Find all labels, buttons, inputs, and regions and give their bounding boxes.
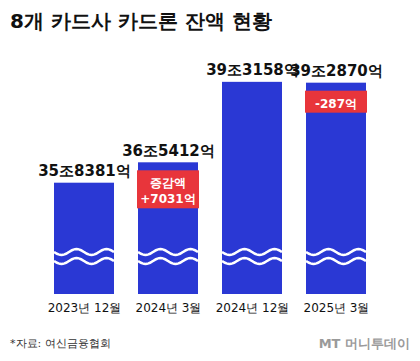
svg-text:2023년 12월: 2023년 12월 bbox=[48, 301, 122, 315]
svg-text:2025년 3월: 2025년 3월 bbox=[304, 301, 370, 315]
svg-text:증감액: 증감액 bbox=[150, 176, 186, 190]
html-text:8개 카드사 카드론 잔액 현황: 8개 카드사 카드론 잔액 현황 bbox=[10, 9, 272, 33]
svg-text:-287억: -287억 bbox=[315, 97, 357, 111]
svg-text:2024년 12월: 2024년 12월 bbox=[216, 301, 290, 315]
svg-text:36조5412억: 36조5412억 bbox=[122, 142, 215, 160]
html-text:MT 머니투데이: MT 머니투데이 bbox=[318, 335, 410, 351]
svg-text:39조2870억: 39조2870억 bbox=[290, 62, 383, 80]
svg-text:35조8381억: 35조8381억 bbox=[38, 162, 131, 180]
html-text:*자료: 여신금융협회: *자료: 여신금융협회 bbox=[10, 337, 111, 350]
svg-text:39조3158억: 39조3158억 bbox=[206, 61, 299, 79]
svg-text:+7031억: +7031억 bbox=[140, 192, 195, 206]
svg-text:2024년 3월: 2024년 3월 bbox=[136, 301, 202, 315]
